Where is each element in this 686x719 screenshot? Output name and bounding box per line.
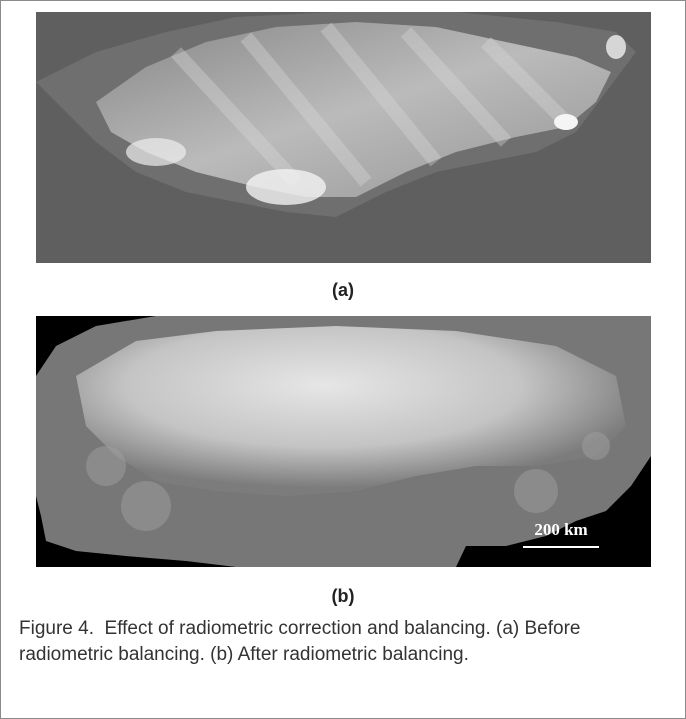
image-after: 200 km: [36, 316, 651, 567]
panel-label: (a): [1, 280, 685, 301]
panel-label: (b): [1, 586, 685, 607]
scale-bar-label: 200 km: [534, 520, 587, 539]
figure: (a) 200 km (b) Figure 4. Effect of radio…: [0, 0, 686, 719]
image-before: [36, 12, 651, 263]
figure-caption: Figure 4. Effect of radiometric correcti…: [19, 616, 659, 668]
